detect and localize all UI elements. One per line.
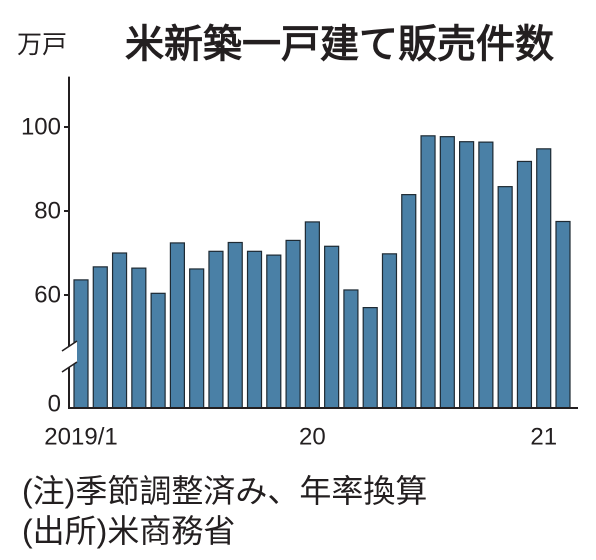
bar xyxy=(131,267,147,409)
footnote-source: (出所)米商務省 xyxy=(22,513,235,549)
bar xyxy=(169,242,185,409)
footnote-note: (注)季節調整済み、年率換算 xyxy=(22,473,427,509)
x-tick-label: 21 xyxy=(530,424,557,451)
chart-title: 米新築一戸建て販売件数 xyxy=(125,24,554,67)
x-tick-label: 20 xyxy=(299,424,326,451)
bar xyxy=(266,254,282,409)
bar xyxy=(439,136,455,409)
bar xyxy=(285,239,301,409)
bar xyxy=(497,186,513,409)
bar xyxy=(189,268,205,409)
bar xyxy=(555,220,571,409)
y-axis-ticks: 0 60 80 100 xyxy=(21,114,69,418)
y-tick-label: 0 xyxy=(48,391,61,418)
unit-label: 万戸 xyxy=(17,31,67,59)
bar xyxy=(227,241,243,409)
bar xyxy=(381,253,398,409)
bar xyxy=(92,266,108,409)
axis-break-line xyxy=(61,340,78,352)
bar xyxy=(459,141,475,409)
x-axis-ticks: 2019/1 20 21 xyxy=(44,424,557,451)
y-tick-label: 80 xyxy=(34,198,61,225)
axis-break-line xyxy=(61,361,78,373)
bar xyxy=(420,135,436,409)
y-tick-label: 100 xyxy=(21,114,61,141)
bar xyxy=(536,148,552,409)
bar xyxy=(478,141,494,409)
axes-group xyxy=(61,76,578,409)
bar xyxy=(343,289,359,409)
bar xyxy=(208,250,224,409)
y-tick-label: 60 xyxy=(34,282,61,309)
bar xyxy=(150,292,166,409)
bar xyxy=(516,160,533,409)
bar xyxy=(362,307,378,409)
bar xyxy=(246,250,263,409)
axis-break-mark xyxy=(61,340,78,373)
bar xyxy=(304,221,320,409)
bar xyxy=(111,252,128,409)
bar xyxy=(401,194,417,409)
bars-group xyxy=(73,135,571,409)
x-tick-label: 2019/1 xyxy=(44,424,117,451)
bar xyxy=(324,245,340,409)
